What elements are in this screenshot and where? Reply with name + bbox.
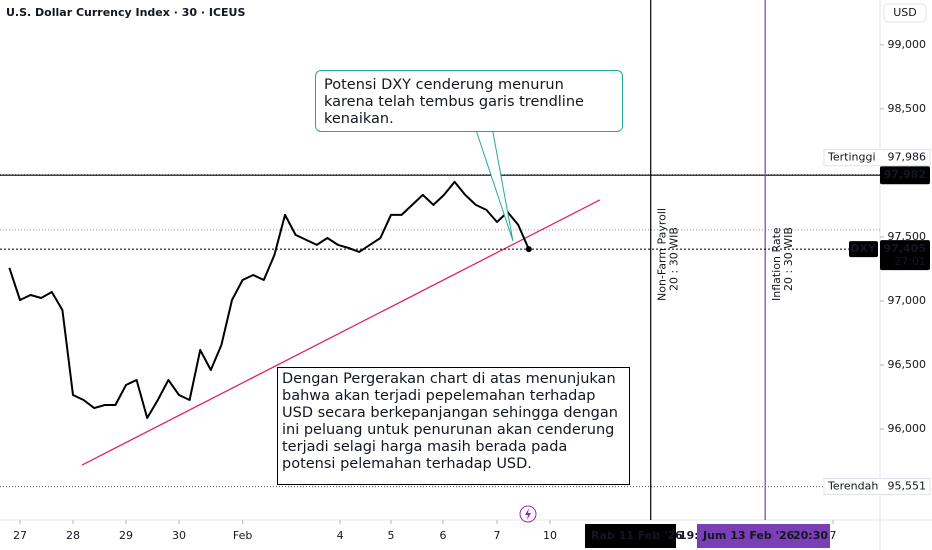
x-tick-label: 10 — [543, 529, 557, 542]
y-tick-label: 96,500 — [888, 358, 927, 371]
chart-title: U.S. Dollar Currency Index · 30 · ICEUS — [6, 6, 245, 19]
callout: Potensi DXY cenderung menurun karena tel… — [315, 70, 623, 132]
trendline — [81, 199, 601, 466]
x-tick-label: 29 — [119, 529, 133, 542]
y-tick-label: 97,500 — [888, 230, 927, 243]
currency[interactable]: USD — [893, 6, 917, 19]
currency-button[interactable] — [883, 3, 927, 23]
last-price-dot — [525, 246, 532, 253]
x-tick-label: 30 — [172, 529, 186, 542]
level-value: 97,986 — [888, 151, 927, 164]
x-tick-label: 7 — [830, 529, 837, 542]
axis-event-box — [697, 524, 830, 548]
lightning-icon[interactable] — [519, 505, 537, 523]
level-tag-box — [823, 149, 931, 167]
series-name: DXY — [850, 242, 877, 255]
level-tag-box — [823, 478, 931, 496]
x-tick-label: 4 — [337, 529, 344, 542]
x-tick-label: 6 — [439, 529, 446, 542]
level-name: Tertinggi — [827, 151, 876, 164]
y-tick-label: 99,000 — [888, 38, 927, 51]
text-box: Dengan Pergerakan chart di atas menunjuk… — [277, 367, 630, 485]
axis-event-box — [585, 524, 676, 548]
x-tick-label: 27 — [13, 529, 27, 542]
x-tick-label: Feb — [233, 529, 252, 542]
x-tick-label: 5 — [387, 529, 394, 542]
axis-event-label: Jum 13 Feb '26 — [702, 529, 795, 542]
y-tick-label: 97,000 — [888, 294, 927, 307]
x-tick-label: 7 — [494, 529, 501, 542]
callout-pointer — [474, 126, 514, 241]
axis-event-time: 19: — [679, 529, 699, 542]
countdown: 27:01 — [894, 255, 926, 268]
event-time: 20 : 30 WIB — [668, 227, 681, 291]
event-time: 20 : 30 WIB — [782, 227, 795, 291]
event-label: Non-Farm Payroll 20 : 30 WIB — [656, 208, 681, 301]
event-label: Inflation Rate 20 : 30 WIB — [770, 227, 795, 301]
series-tag — [849, 241, 878, 258]
level-value: 95,551 — [888, 480, 927, 493]
axis-event-time: 20:30 — [793, 529, 828, 542]
axis-event-label: Rab 11 Feb '26 — [591, 529, 683, 542]
event-name: Non-Farm Payroll — [656, 208, 669, 301]
last-price-box — [880, 240, 930, 271]
last-price-label: 97,405 — [884, 242, 926, 255]
y-tick-label: 96,000 — [888, 422, 927, 435]
price-line — [8, 180, 530, 419]
price-label: 97,982 — [884, 168, 926, 181]
y-tick-label: 98,500 — [888, 102, 927, 115]
level-name: Terendah — [827, 480, 878, 493]
x-tick-label: 28 — [66, 529, 80, 542]
price-label-box — [880, 166, 930, 185]
event-name: Inflation Rate — [770, 227, 783, 301]
